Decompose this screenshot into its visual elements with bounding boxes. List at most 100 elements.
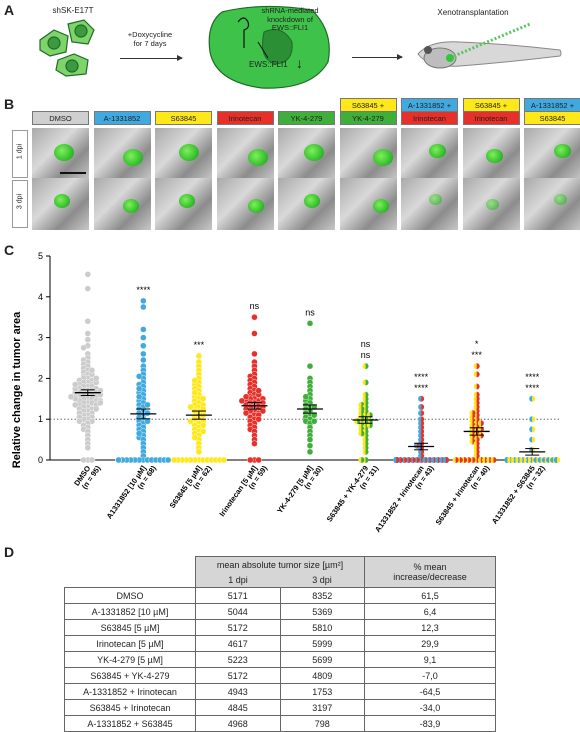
- tumor-blob: [122, 149, 143, 166]
- y-tick-label: 5: [38, 251, 43, 261]
- treatment-tag: S63845 +: [339, 98, 397, 112]
- cells-icon: [39, 19, 95, 77]
- treatment-tag: Irinotecan: [401, 111, 458, 125]
- data-point: [251, 330, 258, 337]
- microscopy-image: [216, 178, 274, 230]
- table-cell: 4968: [195, 715, 281, 732]
- table-cell: 5044: [195, 603, 281, 620]
- data-point: [413, 442, 417, 449]
- tumor-size-table: mean absolute tumor size [µm²] % mean in…: [64, 556, 496, 732]
- table-cell: 61,5: [364, 587, 496, 604]
- data-point: [88, 456, 96, 464]
- microscopy-image: [216, 128, 274, 180]
- microscopy-image: [524, 178, 580, 230]
- data-point: [242, 393, 250, 400]
- data-point: [140, 326, 147, 333]
- data-point: [452, 457, 456, 463]
- data-point: [84, 285, 91, 292]
- table-row: DMSO 5171 8352 61,5: [64, 587, 496, 604]
- treatment-tag: YK-4-279: [278, 111, 335, 125]
- data-point: [468, 457, 472, 463]
- microscopy-image: [93, 128, 151, 180]
- treatment-tag: A-1331852: [93, 111, 151, 125]
- category-label: S63845 + YK-4-279: [325, 464, 370, 524]
- data-point: [135, 430, 143, 437]
- microscopy-image: [155, 128, 212, 180]
- knockdown-label: shRNA-mediated knockdown of EWS::FLI1: [261, 6, 319, 32]
- data-point: [97, 399, 104, 407]
- data-point: [469, 410, 473, 417]
- tumor-blob: [554, 194, 567, 206]
- arrow-icon: [352, 54, 403, 60]
- data-point: [195, 448, 203, 456]
- tumor-blob: [485, 149, 503, 164]
- microscopy-image: [155, 178, 212, 230]
- table-row-label: A-1331852 [10 µM]: [64, 603, 196, 620]
- data-point: [515, 457, 519, 463]
- microscopy-image: [401, 178, 458, 230]
- table-cell: 5699: [279, 651, 365, 668]
- data-point: [418, 410, 422, 417]
- y-tick-label: 1: [38, 414, 43, 424]
- tumor-blob: [122, 199, 139, 213]
- data-point: [529, 416, 533, 423]
- table-row-label: Irinotecan [5 µM]: [64, 635, 196, 652]
- panel-c-letter: C: [4, 242, 15, 258]
- table-change-header: % mean increase/decrease: [364, 556, 496, 588]
- data-point: [135, 385, 143, 392]
- data-point: [199, 428, 207, 435]
- data-point: [259, 407, 267, 415]
- data-point: [220, 456, 227, 464]
- data-point: [477, 457, 481, 463]
- data-point: [418, 395, 422, 402]
- table-row-label: A-1331852 + S63845: [64, 715, 196, 732]
- table-cell: -7,0: [364, 667, 496, 684]
- data-point: [191, 434, 198, 441]
- treatment-tag: Irinotecan: [216, 111, 274, 125]
- panel-d-letter: D: [4, 544, 15, 560]
- data-point: [523, 457, 527, 463]
- data-point: [84, 330, 91, 337]
- data-point: [76, 418, 83, 425]
- data-point: [362, 448, 366, 455]
- data-point: [557, 457, 560, 463]
- data-point: [84, 271, 91, 278]
- table-cell: -83,9: [364, 715, 496, 732]
- table-cell: 12,3: [364, 619, 496, 636]
- data-point: [92, 405, 100, 413]
- table-group-header: mean absolute tumor size [µm²]: [195, 556, 365, 572]
- significance-label: *: [475, 339, 479, 349]
- data-point: [529, 426, 533, 433]
- category-label: A1331852 + Irinotecan: [373, 464, 426, 534]
- tumor-blob: [179, 194, 195, 208]
- scale-bar: [60, 172, 86, 174]
- category-label: A1331852 + S63845: [490, 464, 537, 526]
- data-point: [507, 457, 511, 463]
- table-row-label: S63845 [5 µM]: [64, 619, 196, 636]
- table-row: A-1331852 [10 µM] 5044 5369 6,4: [64, 603, 496, 620]
- tumor-blob: [304, 144, 324, 161]
- tumor-blob: [429, 144, 446, 159]
- table-cell: 5171: [195, 587, 281, 604]
- row-label-box: 3 dpi: [12, 180, 28, 228]
- table-cell: 29,9: [364, 635, 496, 652]
- data-point: [434, 457, 438, 463]
- tumor-blob: [304, 194, 320, 208]
- tumor-blob: [429, 194, 442, 206]
- data-point: [144, 418, 151, 425]
- table-cell: -64,5: [364, 683, 496, 700]
- table-col-3dpi: 3 dpi: [280, 572, 365, 588]
- data-point: [144, 401, 151, 409]
- tumor-blob: [54, 144, 74, 161]
- data-point: [67, 393, 75, 400]
- data-point: [541, 457, 545, 463]
- data-point: [170, 456, 178, 464]
- data-point: [418, 403, 422, 410]
- data-point: [358, 457, 362, 463]
- data-point: [365, 457, 369, 463]
- significance-label: ns: [305, 307, 315, 317]
- data-point: [532, 426, 536, 433]
- data-point: [255, 387, 262, 394]
- table-row-label: YK-4-279 [5 µM]: [64, 651, 196, 668]
- data-point: [511, 457, 515, 463]
